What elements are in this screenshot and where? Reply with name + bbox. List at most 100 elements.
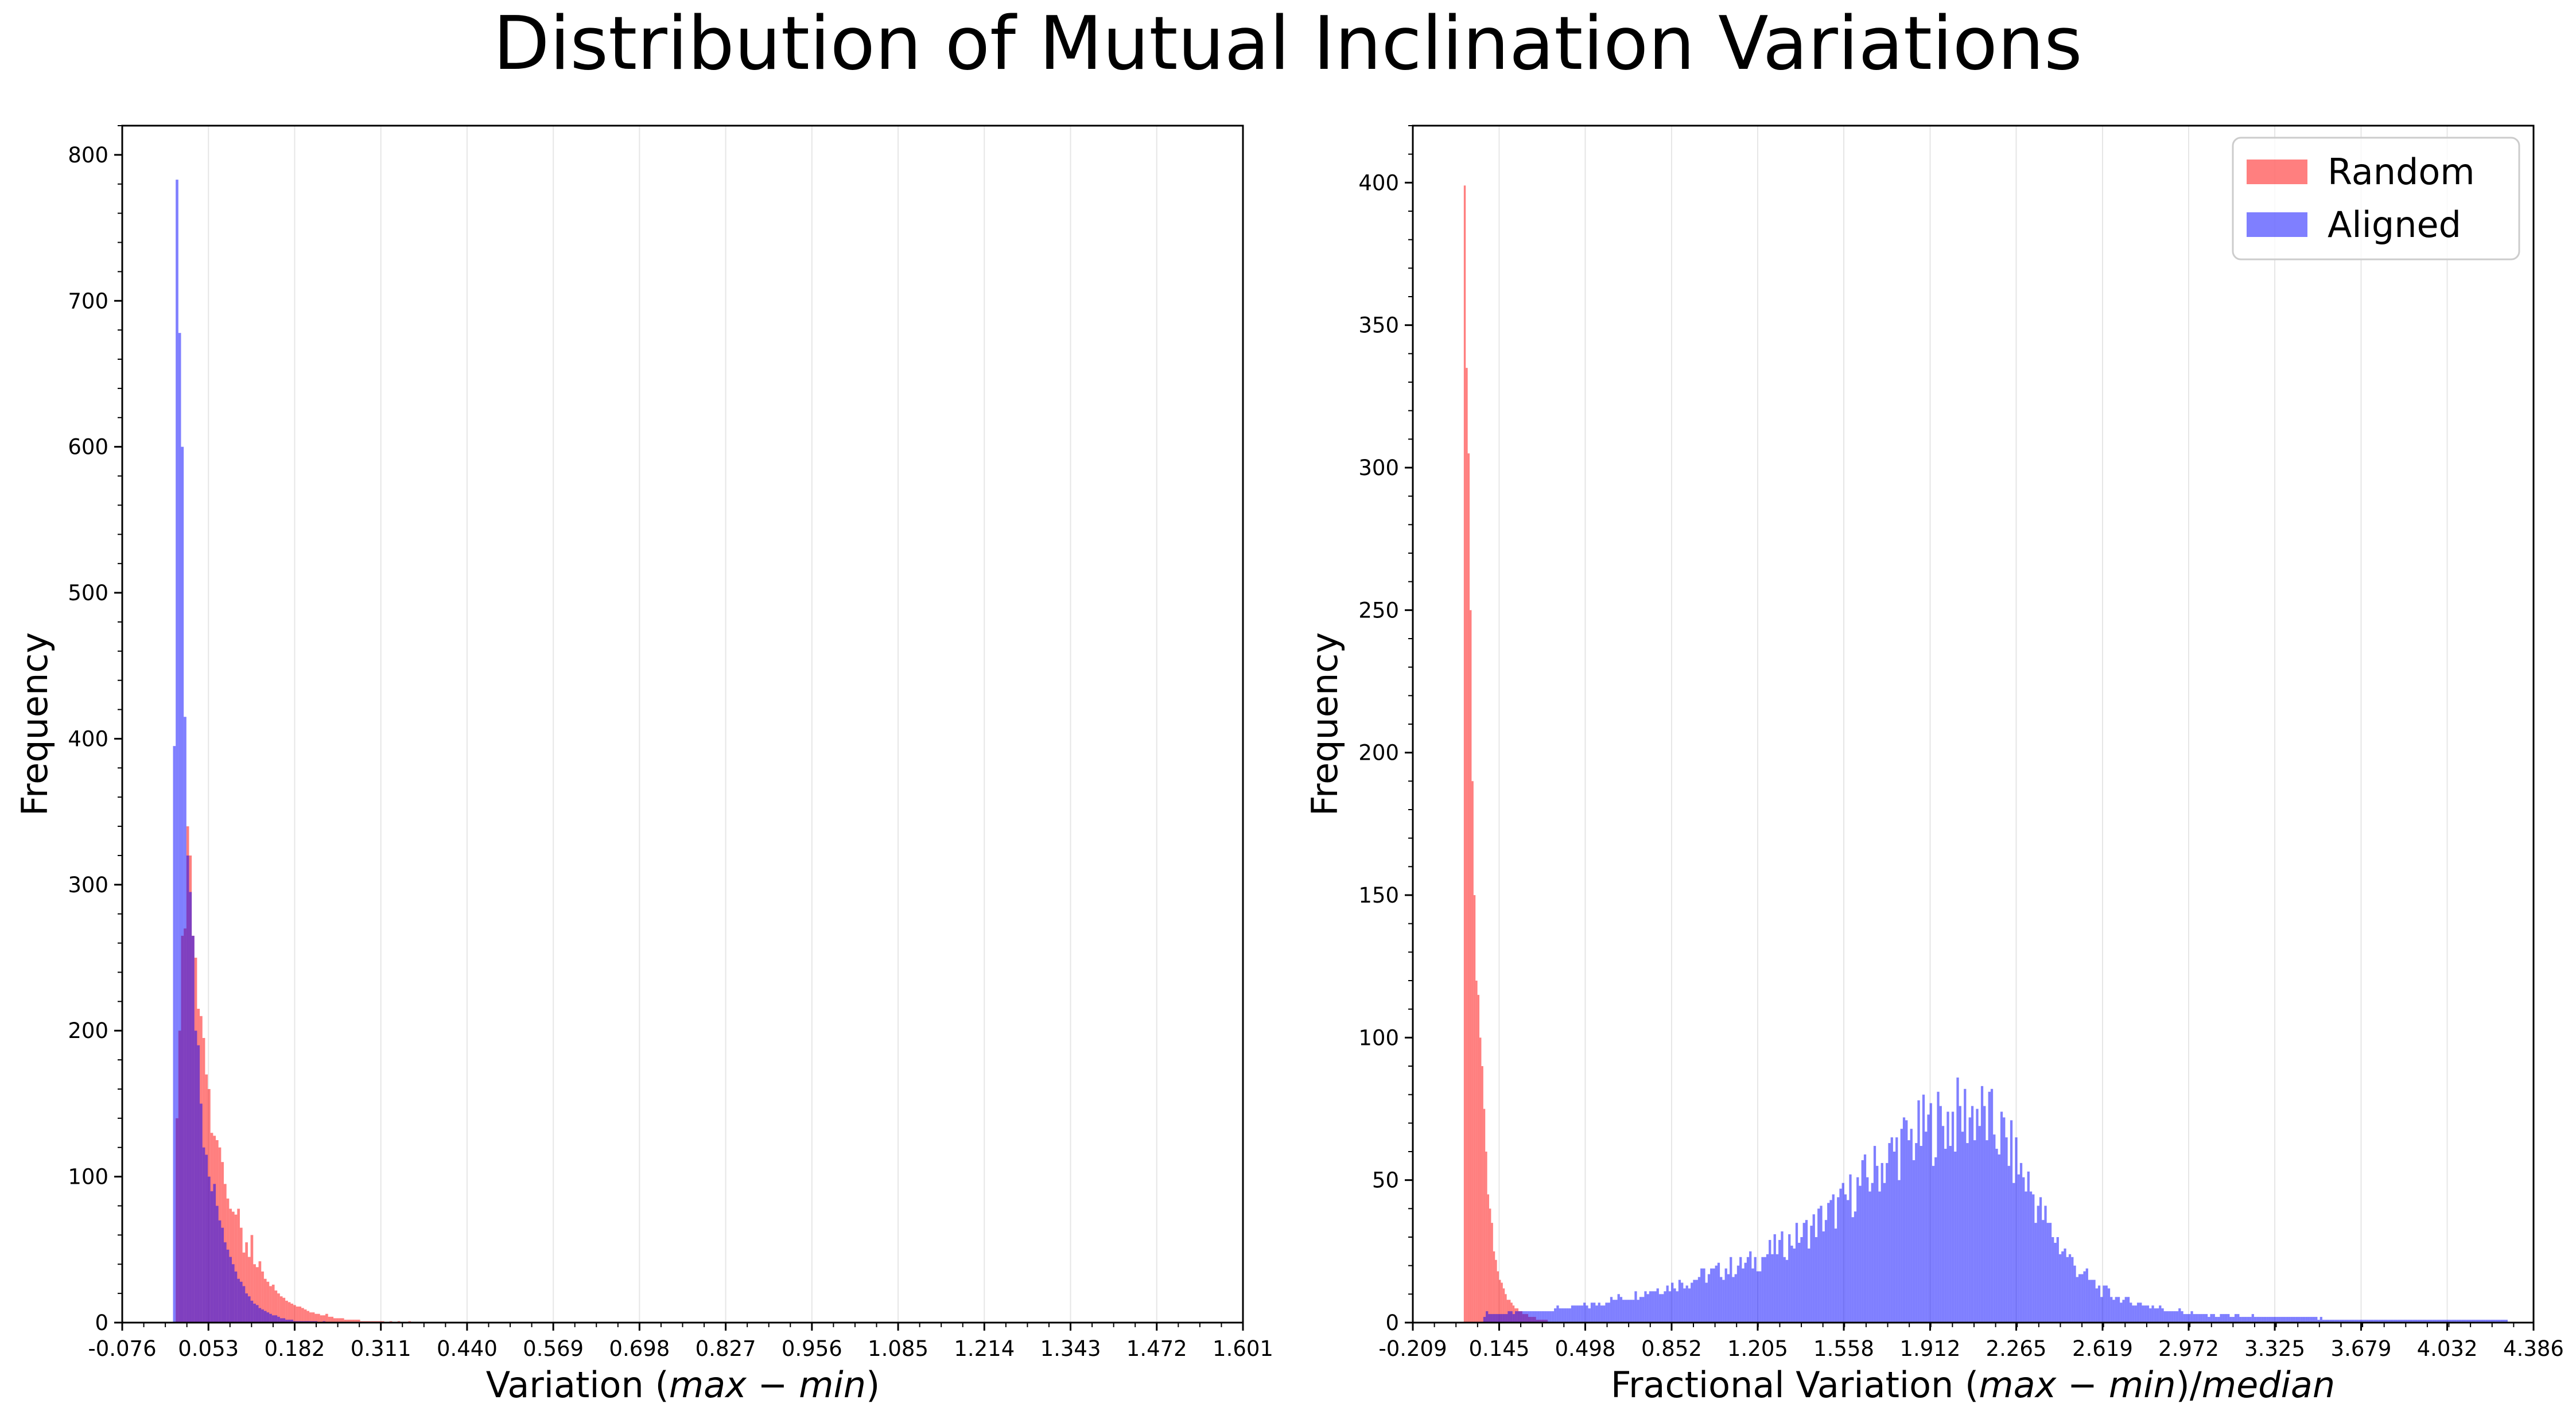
- aligned-bar: [1859, 1185, 1862, 1323]
- aligned-bar: [2307, 1317, 2310, 1323]
- aligned-bar: [1959, 1106, 1961, 1323]
- aligned-bar: [1522, 1311, 1525, 1323]
- aligned-bar: [1824, 1220, 1828, 1323]
- aligned-bar: [1512, 1314, 1516, 1323]
- aligned-bar: [1927, 1114, 1930, 1323]
- aligned-bar: [2095, 1288, 2098, 1323]
- legend: Random Aligned: [2232, 137, 2520, 261]
- aligned-bar: [2446, 1320, 2449, 1323]
- aligned-bar: [2005, 1137, 2008, 1323]
- aligned-bar: [2276, 1317, 2279, 1323]
- aligned-bar: [2042, 1220, 2045, 1323]
- aligned-bar: [1902, 1117, 1906, 1323]
- aligned-bar: [2061, 1251, 2064, 1323]
- random-bar: [1497, 1271, 1499, 1323]
- aligned-bar: [2130, 1303, 2132, 1323]
- x-tick-label: -0.076: [88, 1336, 156, 1361]
- aligned-bar: [2154, 1308, 2157, 1323]
- aligned-bar: [1815, 1237, 1818, 1323]
- aligned-bar: [2100, 1297, 2103, 1323]
- left-aligned-bars: [173, 180, 326, 1323]
- aligned-bar: [1749, 1251, 1752, 1323]
- aligned-bar: [2371, 1320, 2374, 1323]
- aligned-bar: [1781, 1231, 1784, 1323]
- aligned-bar: [1783, 1257, 1786, 1323]
- right-x-axis-label: Fractional Variation (max − min)/median: [1611, 1364, 2335, 1406]
- aligned-bar: [2205, 1314, 2208, 1323]
- aligned-bar: [1949, 1146, 1952, 1323]
- y-tick-label: 400: [1358, 170, 1399, 195]
- random-bar: [285, 1300, 288, 1323]
- random-bar: [1463, 185, 1466, 1323]
- aligned-bar: [2295, 1317, 2298, 1323]
- aligned-bar: [2139, 1303, 2142, 1323]
- x-tick-label: 1.601: [1213, 1336, 1273, 1361]
- aligned-bar: [226, 1249, 230, 1323]
- aligned-bar: [1586, 1305, 1588, 1323]
- aligned-bar: [1515, 1311, 1518, 1323]
- aligned-bar: [1661, 1294, 1664, 1323]
- aligned-bar: [2212, 1314, 2215, 1323]
- aligned-bar: [1905, 1120, 1908, 1323]
- aligned-bar: [1888, 1143, 1891, 1323]
- aligned-bar: [1812, 1214, 1815, 1323]
- random-bar: [320, 1315, 323, 1323]
- aligned-bar: [2461, 1320, 2464, 1323]
- aligned-bar: [2027, 1171, 2030, 1323]
- aligned-bar: [1944, 1149, 1947, 1323]
- random-bar: [1483, 1109, 1486, 1323]
- aligned-bar: [261, 1309, 264, 1323]
- aligned-bar: [2251, 1314, 2254, 1323]
- aligned-bar: [1805, 1220, 1808, 1323]
- aligned-bar: [2312, 1317, 2315, 1323]
- aligned-bar: [178, 333, 181, 1323]
- aligned-bar: [1920, 1146, 1922, 1323]
- aligned-bar: [1895, 1137, 1898, 1323]
- aligned-bar: [2327, 1320, 2330, 1323]
- aligned-bar: [2244, 1317, 2247, 1323]
- aligned-bar: [1529, 1311, 1532, 1323]
- aligned-bar: [1761, 1257, 1764, 1323]
- random-bar: [239, 1227, 243, 1323]
- random-bar: [352, 1319, 355, 1323]
- aligned-bar: [1583, 1303, 1586, 1323]
- x-tick-label: 3.325: [2244, 1336, 2305, 1361]
- random-bar: [312, 1312, 315, 1323]
- aligned-bar: [1841, 1183, 1844, 1323]
- aligned-bar: [1915, 1143, 1918, 1323]
- aligned-bar: [2495, 1320, 2498, 1323]
- aligned-bar: [2097, 1285, 2101, 1323]
- aligned-bar: [2351, 1320, 2354, 1323]
- aligned-bar: [1966, 1143, 1969, 1323]
- x-tick-label: 1.214: [954, 1336, 1015, 1361]
- aligned-bar: [2012, 1183, 2015, 1323]
- aligned-bar: [2081, 1274, 2084, 1323]
- aligned-bar: [1724, 1268, 1727, 1323]
- aligned-bar: [2332, 1320, 2335, 1323]
- aligned-bar: [2056, 1237, 2059, 1323]
- aligned-bar: [1730, 1257, 1732, 1323]
- aligned-bar: [1676, 1291, 1679, 1323]
- legend-swatch-aligned: [2247, 212, 2307, 237]
- aligned-bar: [2493, 1320, 2496, 1323]
- aligned-bar: [1668, 1291, 1672, 1323]
- aligned-bar: [1705, 1282, 1708, 1323]
- aligned-bar: [1634, 1291, 1637, 1323]
- aligned-bar: [253, 1303, 256, 1323]
- aligned-bar: [1873, 1146, 1876, 1323]
- aligned-bar: [2025, 1191, 2027, 1323]
- aligned-bar: [218, 1220, 222, 1323]
- random-bar: [301, 1308, 304, 1323]
- aligned-bar: [2427, 1320, 2430, 1323]
- aligned-bar: [1720, 1277, 1723, 1323]
- aligned-bar: [1964, 1088, 1967, 1323]
- aligned-bar: [2200, 1314, 2203, 1323]
- aligned-bar: [1486, 1311, 1489, 1323]
- random-bar: [250, 1235, 254, 1323]
- aligned-bar: [1946, 1111, 1949, 1323]
- aligned-bar: [2193, 1314, 2196, 1323]
- aligned-bar: [1834, 1228, 1837, 1323]
- aligned-bar: [2302, 1317, 2306, 1323]
- aligned-bar: [1893, 1152, 1896, 1323]
- random-bar: [266, 1281, 270, 1323]
